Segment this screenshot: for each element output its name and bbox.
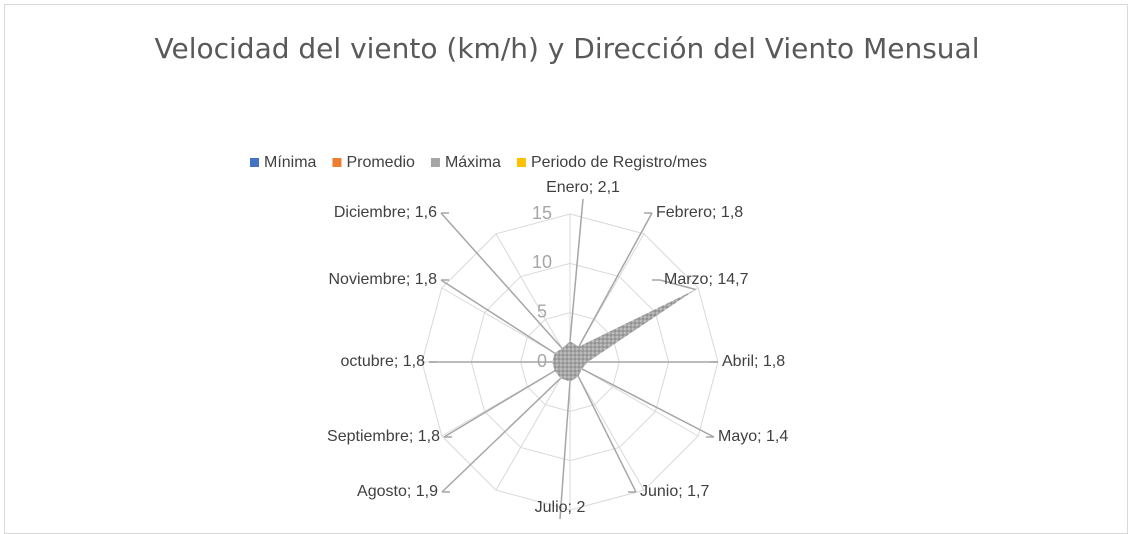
legend-marker bbox=[250, 158, 259, 167]
legend-label: Promedio bbox=[346, 154, 415, 171]
leader-line bbox=[441, 377, 562, 493]
leader-line bbox=[581, 368, 715, 438]
data-label: Junio; 1,7 bbox=[640, 483, 709, 500]
leader-line bbox=[569, 198, 584, 342]
data-label: Mayo; 1,4 bbox=[718, 428, 788, 445]
legend-marker bbox=[516, 158, 526, 167]
data-label: Septiembre; 1,8 bbox=[327, 428, 440, 445]
y-tick-label: 5 bbox=[537, 301, 547, 321]
y-tick-label: 15 bbox=[532, 203, 552, 223]
data-label: Febrero; 1,8 bbox=[656, 204, 743, 221]
legend-label: Mínima bbox=[264, 154, 317, 171]
leader-line bbox=[659, 279, 696, 291]
chart-title: Velocidad del viento (km/h) y Dirección … bbox=[154, 32, 980, 65]
spoke bbox=[495, 233, 571, 363]
legend-label: Periodo de Registro/mes bbox=[531, 154, 707, 171]
data-label: Diciembre; 1,6 bbox=[334, 204, 437, 221]
data-label: Enero; 2,1 bbox=[546, 179, 620, 196]
leader-line bbox=[577, 376, 637, 493]
leader-line bbox=[440, 212, 563, 349]
legend-marker bbox=[430, 158, 440, 167]
data-label: Agosto; 1,9 bbox=[357, 483, 438, 500]
data-label: Abril; 1,8 bbox=[722, 353, 785, 370]
y-tick-label: 0 bbox=[537, 351, 547, 371]
data-label: Julio; 2 bbox=[535, 499, 586, 516]
chart-title-box: Velocidad del viento (km/h) y Dirección … bbox=[0, 26, 1134, 72]
spoke bbox=[495, 361, 571, 491]
leader-line bbox=[559, 381, 571, 520]
data-label: Marzo; 14,7 bbox=[664, 271, 749, 288]
leader-line bbox=[578, 212, 653, 347]
legend-marker bbox=[332, 158, 342, 167]
radar-area bbox=[552, 289, 696, 382]
data-label: octubre; 1,8 bbox=[341, 353, 426, 370]
y-tick-label: 10 bbox=[532, 252, 552, 272]
leader-line bbox=[440, 279, 556, 354]
data-label: Noviembre; 1,8 bbox=[329, 271, 438, 288]
leader-line bbox=[443, 370, 556, 438]
legend-label: Máxima bbox=[445, 154, 501, 171]
